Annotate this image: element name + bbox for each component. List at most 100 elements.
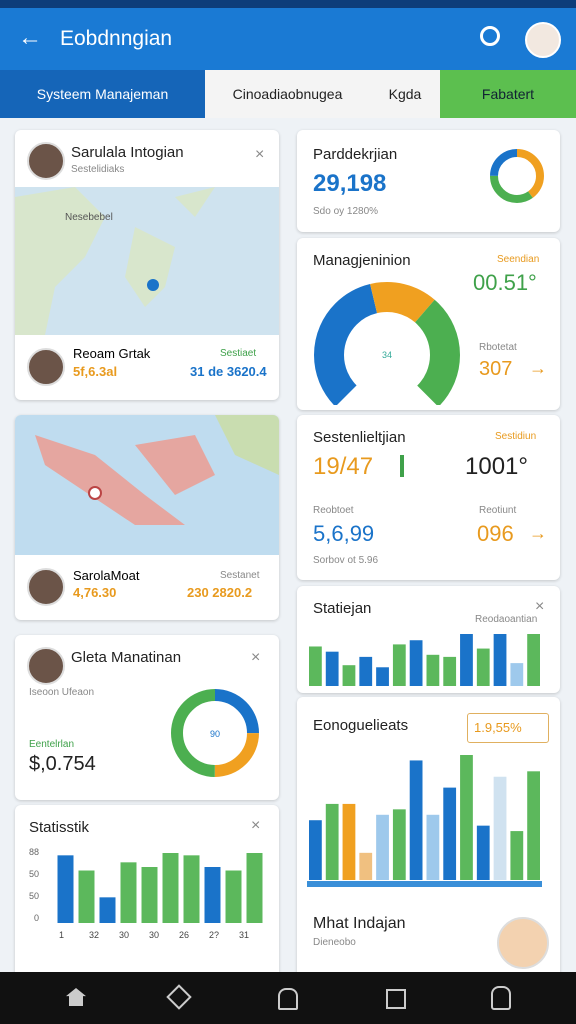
close-button[interactable]: × xyxy=(255,146,265,163)
app-bar: ← Eobdnngian xyxy=(0,8,576,70)
label: Eentelrlan xyxy=(29,739,75,750)
tab[interactable]: Fabatert xyxy=(440,70,576,118)
arrow[interactable]: → xyxy=(529,523,547,543)
home-button[interactable] xyxy=(66,988,86,1006)
card-title: Eonoguelieats xyxy=(313,717,409,734)
bar xyxy=(141,867,158,923)
bar xyxy=(460,755,473,880)
bar xyxy=(376,814,389,880)
bar xyxy=(309,820,322,880)
donut-center: 90 xyxy=(210,729,220,739)
map xyxy=(15,187,279,335)
bar xyxy=(99,897,116,923)
y-tick-label: 50 xyxy=(29,869,39,879)
search-button[interactable] xyxy=(480,26,500,46)
card-title: Gleta Manatinan xyxy=(71,649,182,666)
bar xyxy=(225,870,242,923)
bar xyxy=(527,771,540,880)
x-tick-label: 1 xyxy=(59,930,64,940)
bar xyxy=(493,634,507,686)
ring-segment xyxy=(171,689,259,777)
figure: 31 de 3620.4 xyxy=(190,364,267,379)
value: 29,198 xyxy=(313,170,387,197)
circle-button[interactable] xyxy=(278,988,298,1010)
tag: Sestidiun xyxy=(495,431,537,442)
gauge: 34 1.30 xyxy=(314,282,460,405)
bar xyxy=(359,656,373,686)
y-tick-label: 0 xyxy=(34,913,39,923)
bar xyxy=(443,787,457,880)
stats-card: Statisstik × 88 50 50 0 1 32 30 30 26 2? 31 xyxy=(15,805,279,985)
bar xyxy=(409,760,423,880)
arrow[interactable]: → xyxy=(529,358,547,378)
status-bar xyxy=(0,0,576,8)
growth-card: Eonoguelieats 1.9,55% Mhat Indajan Diene… xyxy=(297,697,560,987)
x-tick-label: 2? xyxy=(209,930,219,940)
bar xyxy=(527,634,540,686)
bar xyxy=(426,654,440,686)
bar xyxy=(510,831,524,880)
summary-card: Parddekrjian 29,198 Sdo oy 1280% xyxy=(297,130,560,232)
card-subtitle: Reodaoantian xyxy=(475,614,538,625)
close-button[interactable]: × xyxy=(535,598,545,615)
amount: 5f,6.3al xyxy=(73,364,118,379)
ring-segment xyxy=(314,282,460,405)
note: Sdo oy 1280% xyxy=(313,206,379,217)
bar xyxy=(460,634,473,686)
bar xyxy=(426,814,440,880)
tab[interactable]: Kgda xyxy=(370,70,440,118)
tab[interactable]: Cinoadiaobnugea xyxy=(205,70,370,118)
value: 00.51° xyxy=(473,270,537,295)
tag-button[interactable] xyxy=(166,984,192,1010)
contact-subtitle: Dieneobo xyxy=(313,937,356,948)
y-tick-label: 50 xyxy=(29,891,39,901)
left-label: Reobtoet xyxy=(313,505,354,516)
x-tick-label: 32 xyxy=(89,930,99,940)
amount: $,0.754 xyxy=(29,753,96,775)
map-label: Nesebebel xyxy=(65,212,113,223)
card-subtitle: Iseoon Ufeaon xyxy=(29,687,95,698)
right-label: Reotiunt xyxy=(479,505,517,516)
bar xyxy=(309,646,322,686)
tab[interactable]: Systeem Manajeman xyxy=(0,70,205,118)
bar xyxy=(392,644,406,686)
tag: Sestanet xyxy=(220,570,260,581)
avatar[interactable] xyxy=(525,22,561,58)
left-figure: 5,6,99 xyxy=(313,521,375,546)
profile-button[interactable] xyxy=(491,986,511,1010)
person-name: Reoam Grtak xyxy=(73,346,151,361)
bar xyxy=(162,853,179,923)
bar xyxy=(120,862,137,923)
card-title: Parddekrjian xyxy=(313,146,398,163)
label: Rbotetat xyxy=(479,342,517,353)
gauge-card: Managjeninion Seendian 00.51° 34 1.30 Rb… xyxy=(297,238,560,410)
note: Sorbov ot 5.96 xyxy=(313,555,379,566)
profile-card: Sarulala Intogian Sestelidiaks × Nesebeb… xyxy=(15,130,279,400)
figure: 230 2820.2 xyxy=(187,585,253,600)
bar xyxy=(409,640,423,686)
ring-segment xyxy=(314,282,460,405)
nav-bar xyxy=(0,972,576,1024)
map xyxy=(15,415,279,555)
close-button[interactable]: × xyxy=(251,649,261,666)
back-button[interactable]: ← xyxy=(18,24,42,51)
y-tick-label: 88 xyxy=(29,847,39,857)
left-value: 19/47 xyxy=(313,453,374,480)
bar xyxy=(78,870,95,923)
bars-card: Statiejan Reodaoantian × xyxy=(297,586,560,693)
bar xyxy=(476,648,490,686)
ring-segment xyxy=(490,149,544,203)
donut xyxy=(490,149,544,203)
baseline xyxy=(307,881,542,887)
x-tick-label: 30 xyxy=(149,930,159,940)
close-button[interactable]: × xyxy=(251,817,261,834)
square-button[interactable] xyxy=(386,989,406,1009)
bar xyxy=(392,809,406,880)
ring-segment xyxy=(490,149,544,203)
bar-chart xyxy=(307,755,542,887)
card-title: Managjeninion xyxy=(313,252,411,269)
badge[interactable]: 1.9,55% xyxy=(467,713,549,743)
bar-chart: 88 50 50 0 1 32 30 30 26 2? 31 xyxy=(29,847,263,940)
bar xyxy=(359,852,373,880)
